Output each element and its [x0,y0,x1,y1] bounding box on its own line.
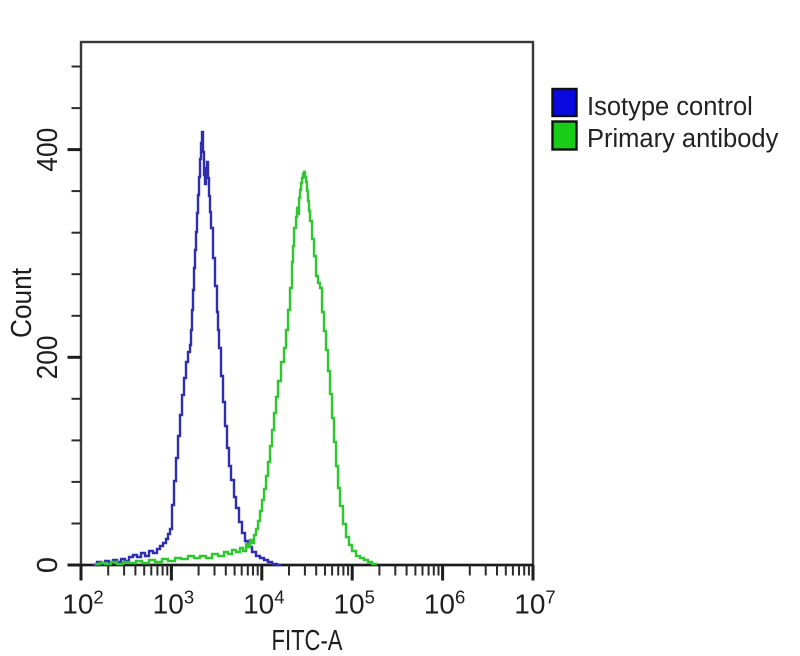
svg-text:400: 400 [32,128,64,172]
svg-text:Isotype control: Isotype control [587,93,753,121]
svg-text:200: 200 [32,335,64,379]
svg-text:Count: Count [6,268,38,338]
svg-text:Primary antibody: Primary antibody [587,125,779,153]
svg-text:FITC-A: FITC-A [272,625,343,656]
svg-text:0: 0 [32,557,64,573]
